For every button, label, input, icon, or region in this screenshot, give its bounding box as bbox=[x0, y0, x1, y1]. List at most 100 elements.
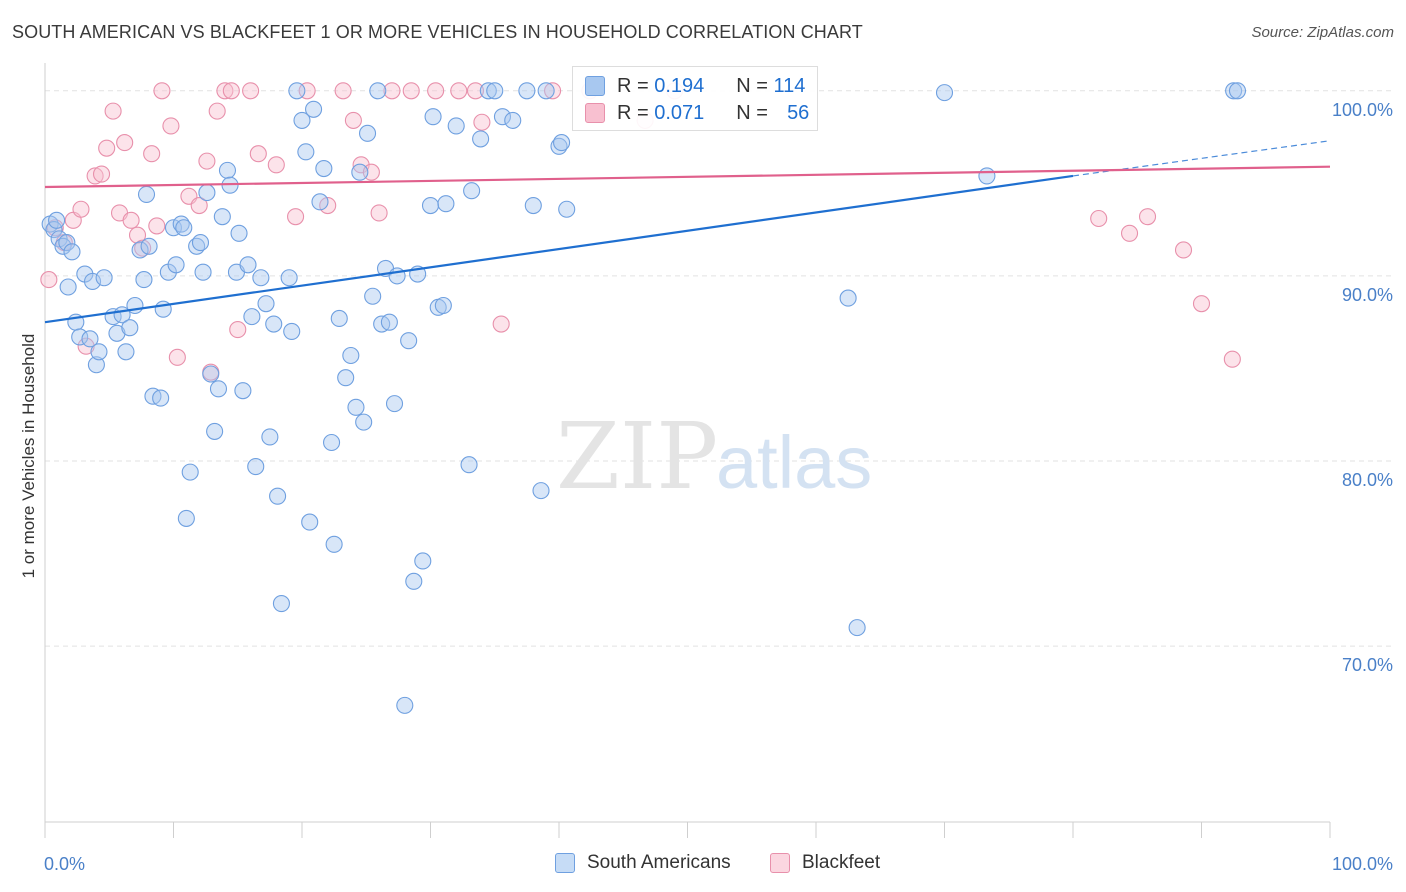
blackfeet-point bbox=[344, 111, 362, 129]
south-americans-point bbox=[405, 572, 423, 590]
blackfeet-point bbox=[148, 217, 166, 235]
blackfeet-point bbox=[334, 82, 352, 100]
south-americans-point bbox=[472, 130, 490, 148]
correlation-legend: R = 0.194 N = 114 R = 0.071 N = 56 bbox=[572, 66, 818, 131]
south-americans-point bbox=[265, 315, 283, 333]
blackfeet-point bbox=[122, 211, 140, 229]
blackfeet-point bbox=[116, 134, 134, 152]
south-americans-point bbox=[305, 100, 323, 118]
legend-n-label: N = bbox=[736, 74, 768, 97]
blackfeet-point bbox=[370, 204, 388, 222]
blackfeet-point bbox=[143, 145, 161, 163]
y-axis-label: 1 or more Vehicles in Household bbox=[19, 334, 38, 579]
south-americans-point bbox=[202, 365, 220, 383]
south-americans-point bbox=[293, 111, 311, 129]
south-americans-point bbox=[167, 256, 185, 274]
blackfeet-point bbox=[287, 208, 305, 226]
x-tick-label: 100.0% bbox=[1332, 854, 1393, 874]
blackfeet-point bbox=[162, 117, 180, 135]
blackfeet-point bbox=[473, 113, 491, 131]
south-americans-point bbox=[213, 208, 231, 226]
blackfeet-point bbox=[208, 102, 226, 120]
south-americans-point bbox=[272, 595, 290, 613]
south-americans-point bbox=[301, 513, 319, 531]
legend-r-label: R = bbox=[617, 74, 649, 97]
south-americans-point bbox=[558, 200, 576, 218]
south-americans-point bbox=[355, 413, 373, 431]
legend-r-value-south-americans: 0.194 bbox=[654, 74, 705, 97]
south-americans-point bbox=[209, 380, 228, 398]
south-americans-point bbox=[59, 278, 77, 296]
blackfeet-point bbox=[466, 82, 485, 100]
south-americans-point bbox=[935, 84, 954, 102]
legend-n-value-blackfeet: 56 bbox=[787, 101, 810, 124]
blackfeet-point bbox=[492, 315, 510, 333]
blackfeet-point bbox=[128, 226, 147, 244]
legend-item-blackfeet[interactable]: Blackfeet bbox=[770, 852, 880, 874]
south-americans-point bbox=[297, 143, 315, 161]
south-americans-point bbox=[315, 159, 333, 178]
watermark-atlas: atlas bbox=[716, 421, 872, 504]
blackfeet-point bbox=[40, 271, 58, 289]
blackfeet-point bbox=[190, 196, 208, 215]
south-americans-point bbox=[181, 463, 199, 481]
south-americans-point bbox=[493, 108, 512, 126]
south-americans-point bbox=[198, 184, 216, 202]
south-americans-point bbox=[1225, 82, 1243, 100]
south-americans-point bbox=[848, 619, 866, 637]
axes bbox=[44, 63, 1331, 838]
south-americans-point bbox=[537, 82, 555, 100]
south-americans-point bbox=[414, 552, 432, 570]
blackfeet-point bbox=[222, 82, 240, 100]
blackfeet-point bbox=[229, 321, 247, 339]
south-americans-point bbox=[424, 108, 442, 126]
south-americans-point bbox=[63, 243, 81, 261]
south-americans-point bbox=[479, 82, 497, 100]
south-americans-point bbox=[839, 289, 857, 307]
blackfeet-point bbox=[216, 82, 234, 100]
south-americans-point bbox=[380, 313, 398, 331]
south-americans-point bbox=[90, 343, 108, 361]
blackfeet-point bbox=[1174, 241, 1193, 259]
blackfeet-point bbox=[402, 82, 420, 100]
south-americans-point bbox=[252, 269, 270, 287]
south-americans-point bbox=[234, 382, 252, 400]
south-americans-point bbox=[504, 111, 522, 129]
blackfeet-point bbox=[362, 163, 380, 181]
blackfeet-point bbox=[427, 82, 445, 100]
grid-lines bbox=[45, 90, 1392, 647]
legend-item-south-americans[interactable]: South Americans bbox=[555, 852, 731, 874]
blackfeet-point bbox=[92, 165, 111, 183]
south-americans-point bbox=[206, 422, 224, 440]
south-americans-point bbox=[280, 269, 298, 287]
south-americans-point bbox=[257, 295, 275, 313]
south-americans-point bbox=[230, 224, 248, 242]
south-americans-point bbox=[137, 185, 156, 203]
south-americans-point bbox=[358, 124, 377, 142]
blackfeet-point bbox=[1090, 209, 1108, 228]
south-americans-point bbox=[269, 487, 287, 505]
south-americans-point bbox=[81, 330, 99, 348]
blackfeet-point bbox=[383, 82, 401, 100]
legend-n-value-south-americans: 114 bbox=[773, 74, 806, 97]
south-americans-point bbox=[152, 389, 170, 407]
blackfeet-point bbox=[72, 200, 90, 218]
blackfeet-point bbox=[1120, 224, 1139, 242]
south-americans-point bbox=[978, 167, 996, 185]
south-americans-point bbox=[400, 332, 418, 350]
chart-source: Source: ZipAtlas.com bbox=[1251, 24, 1394, 41]
south-americans-point bbox=[194, 263, 212, 281]
blackfeet-point bbox=[134, 239, 152, 257]
south-americans-point bbox=[337, 369, 355, 387]
south-americans-point bbox=[283, 322, 301, 340]
south-americans-point bbox=[385, 395, 404, 413]
south-americans-point bbox=[347, 398, 365, 416]
south-americans-point bbox=[177, 509, 195, 527]
blackfeet-point bbox=[153, 82, 171, 100]
south-americans-point bbox=[434, 296, 452, 315]
south-americans-point bbox=[108, 324, 126, 342]
south-americans-point bbox=[447, 117, 465, 135]
south-americans-point bbox=[218, 161, 237, 179]
south-americans-point bbox=[288, 82, 306, 100]
south-americans-point bbox=[323, 433, 341, 452]
